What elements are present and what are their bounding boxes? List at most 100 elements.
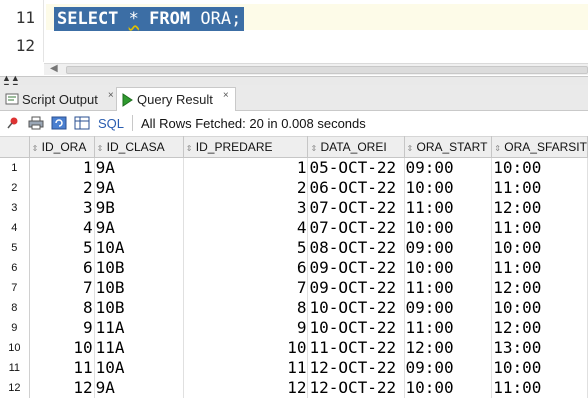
row-number-cell[interactable]: 11 — [0, 357, 30, 378]
row-number-cell[interactable]: 2 — [0, 177, 30, 198]
table-cell[interactable]: 9A — [94, 377, 184, 398]
table-cell[interactable]: 10A — [94, 357, 184, 378]
table-row[interactable]: 11 11 10A 11 12-OCT-22 09:00 10:00 — [0, 357, 588, 378]
table-cell[interactable]: 12:00 — [491, 197, 588, 218]
table-cell[interactable]: 12:00 — [491, 317, 588, 338]
table-row[interactable]: 7 7 10B 7 09-OCT-22 11:00 12:00 — [0, 277, 588, 298]
row-number-cell[interactable]: 3 — [0, 197, 30, 218]
table-cell[interactable]: 9 — [29, 317, 95, 338]
row-number-cell[interactable]: 5 — [0, 237, 30, 258]
table-row[interactable]: 1 1 9A 1 05-OCT-22 09:00 10:00 — [0, 157, 588, 178]
table-row[interactable]: 9 9 11A 9 10-OCT-22 11:00 12:00 — [0, 317, 588, 338]
table-cell[interactable]: 11:00 — [404, 317, 493, 338]
table-cell[interactable]: 9A — [94, 157, 184, 178]
table-cell[interactable]: 10 — [183, 337, 309, 358]
code-line[interactable] — [46, 32, 588, 58]
table-row[interactable]: 8 8 10B 8 10-OCT-22 09:00 10:00 — [0, 297, 588, 318]
table-cell[interactable]: 10B — [94, 257, 184, 278]
table-cell[interactable]: 12 — [29, 377, 95, 398]
row-number-cell[interactable]: 8 — [0, 297, 30, 318]
freeze-icon[interactable] — [72, 113, 92, 133]
table-cell[interactable]: 07-OCT-22 — [307, 217, 405, 238]
table-cell[interactable]: 11:00 — [491, 177, 588, 198]
column-header[interactable]: ⇕ ORA_START — [404, 136, 493, 158]
table-cell[interactable]: 10:00 — [404, 257, 493, 278]
table-cell[interactable]: 10:00 — [491, 237, 588, 258]
table-cell[interactable]: 5 — [183, 237, 309, 258]
table-cell[interactable]: 11-OCT-22 — [307, 337, 405, 358]
editor-horizontal-scrollbar[interactable]: ◀ — [44, 63, 588, 75]
row-number-cell[interactable]: 9 — [0, 317, 30, 338]
table-cell[interactable]: 10 — [29, 337, 95, 358]
table-cell[interactable]: 12 — [183, 377, 309, 398]
sql-editor[interactable]: 11 12 SELECT * FROM ORA; — [0, 0, 588, 62]
table-cell[interactable]: 12-OCT-22 — [307, 377, 405, 398]
table-cell[interactable]: 6 — [183, 257, 309, 278]
table-cell[interactable]: 10-OCT-22 — [307, 297, 405, 318]
table-cell[interactable]: 09:00 — [404, 237, 493, 258]
column-header[interactable]: ⇕ ID_PREDARE — [183, 136, 309, 158]
table-cell[interactable]: 07-OCT-22 — [307, 197, 405, 218]
refresh-icon[interactable] — [49, 113, 69, 133]
table-cell[interactable]: 9A — [94, 217, 184, 238]
table-cell[interactable]: 8 — [29, 297, 95, 318]
close-icon[interactable]: × — [222, 90, 229, 101]
table-cell[interactable]: 10-OCT-22 — [307, 317, 405, 338]
results-table[interactable]: ⇕ ID_ORA ⇕ ID_CLASA ⇕ ID_PREDARE ⇕ DATA_OREI… — [0, 136, 588, 398]
print-icon[interactable] — [26, 113, 46, 133]
table-cell[interactable]: 9B — [94, 197, 184, 218]
table-cell[interactable]: 09-OCT-22 — [307, 277, 405, 298]
column-header[interactable]: ⇕ DATA_OREI — [307, 136, 405, 158]
table-cell[interactable]: 11 — [183, 357, 309, 378]
table-cell[interactable]: 11A — [94, 337, 184, 358]
table-cell[interactable]: 11:00 — [491, 217, 588, 238]
table-cell[interactable]: 10B — [94, 297, 184, 318]
tab-query-result[interactable]: Query Result × — [116, 87, 236, 111]
scrollbar-thumb[interactable] — [66, 66, 588, 74]
table-cell[interactable]: 1 — [183, 157, 309, 178]
row-number-cell[interactable]: 12 — [0, 377, 30, 398]
grid-body[interactable]: 1 1 9A 1 05-OCT-22 09:00 10:00 2 2 9A 2 06-OCT-22 10… — [0, 157, 588, 398]
close-icon[interactable]: × — [107, 89, 114, 101]
table-cell[interactable]: 11:00 — [404, 277, 493, 298]
table-cell[interactable]: 7 — [29, 277, 95, 298]
table-cell[interactable]: 12:00 — [404, 337, 493, 358]
table-cell[interactable]: 10:00 — [404, 377, 493, 398]
table-cell[interactable]: 10B — [94, 277, 184, 298]
table-row[interactable]: 5 5 10A 5 08-OCT-22 09:00 10:00 — [0, 237, 588, 258]
table-cell[interactable]: 11:00 — [404, 197, 493, 218]
table-cell[interactable]: 4 — [183, 217, 309, 238]
table-cell[interactable]: 11 — [29, 357, 95, 378]
table-cell[interactable]: 11:00 — [491, 377, 588, 398]
table-cell[interactable]: 10:00 — [404, 217, 493, 238]
table-cell[interactable]: 11A — [94, 317, 184, 338]
column-header[interactable]: ⇕ ID_CLASA — [94, 136, 184, 158]
table-cell[interactable]: 10:00 — [491, 157, 588, 178]
table-row[interactable]: 3 3 9B 3 07-OCT-22 11:00 12:00 — [0, 197, 588, 218]
table-cell[interactable]: 3 — [183, 197, 309, 218]
table-cell[interactable]: 09:00 — [404, 157, 493, 178]
table-cell[interactable]: 7 — [183, 277, 309, 298]
table-row[interactable]: 6 6 10B 6 09-OCT-22 10:00 11:00 — [0, 257, 588, 278]
table-row[interactable]: 4 4 9A 4 07-OCT-22 10:00 11:00 — [0, 217, 588, 238]
table-cell[interactable]: 06-OCT-22 — [307, 177, 405, 198]
table-row[interactable]: 10 10 11A 10 11-OCT-22 12:00 13:00 — [0, 337, 588, 358]
row-number-cell[interactable]: 7 — [0, 277, 30, 298]
table-cell[interactable]: 10:00 — [404, 177, 493, 198]
results-grid[interactable]: ⇕ ID_ORA ⇕ ID_CLASA ⇕ ID_PREDARE ⇕ DATA_OREI… — [0, 136, 588, 400]
table-cell[interactable]: 12:00 — [491, 277, 588, 298]
table-cell[interactable]: 11:00 — [491, 257, 588, 278]
table-cell[interactable]: 2 — [29, 177, 95, 198]
table-cell[interactable]: 9A — [94, 177, 184, 198]
table-cell[interactable]: 1 — [29, 157, 95, 178]
table-row[interactable]: 2 2 9A 2 06-OCT-22 10:00 11:00 — [0, 177, 588, 198]
column-header[interactable]: ⇕ ID_ORA — [29, 136, 95, 158]
tab-script-output[interactable]: Script Output × — [2, 87, 120, 111]
code-line-current[interactable]: SELECT * FROM ORA; — [46, 4, 588, 31]
table-cell[interactable]: 3 — [29, 197, 95, 218]
table-cell[interactable]: 05-OCT-22 — [307, 157, 405, 178]
row-number-cell[interactable]: 4 — [0, 217, 30, 238]
table-cell[interactable]: 4 — [29, 217, 95, 238]
table-cell[interactable]: 08-OCT-22 — [307, 237, 405, 258]
table-cell[interactable]: 09:00 — [404, 297, 493, 318]
